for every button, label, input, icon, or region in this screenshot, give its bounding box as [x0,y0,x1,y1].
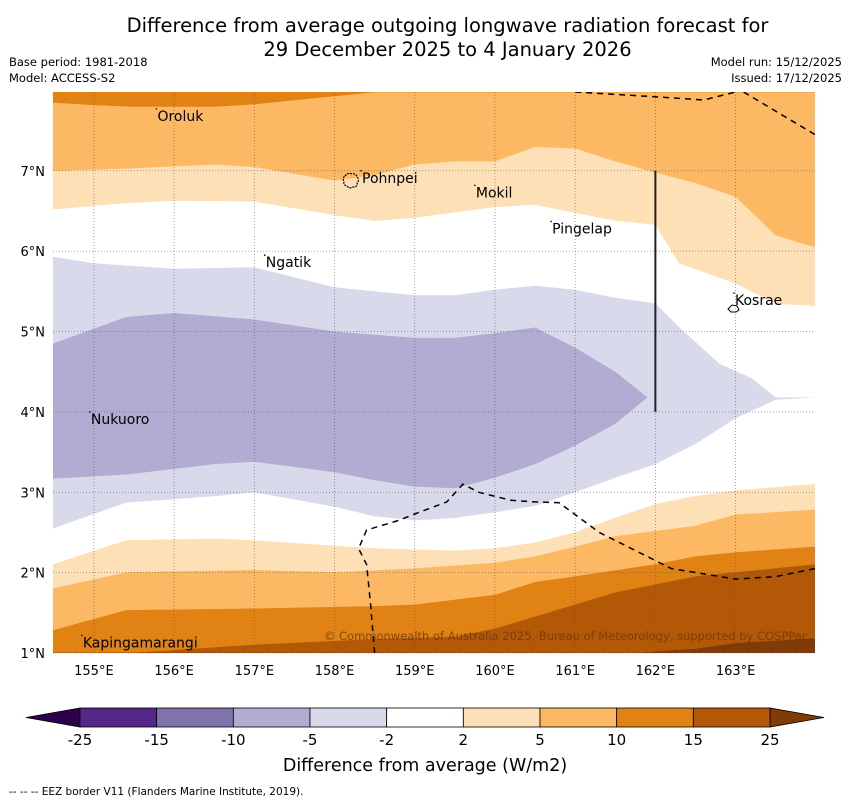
contour-band-above-to-25 [53,638,815,653]
place-label-mokil: Mokil [476,185,513,201]
colorbar-label: Difference from average (W/m2) [282,756,568,776]
y-tick-label: 2°N [21,567,46,582]
gridlines [53,92,815,654]
colorbar-segment [616,707,694,728]
place-label-ngatik: Ngatik [266,255,312,271]
y-tick-label: 6°N [21,245,46,260]
colorbar-segment [539,707,618,728]
eez-border-line [575,92,736,101]
issued-date: Issued: 17/12/2025 [731,71,842,85]
x-tick-label: 161°E [555,664,595,679]
kosrae-island-icon [727,304,740,313]
place-label-kosrae: Kosrae [735,293,782,309]
copyright-text: © Commonwealth of Australia 2025, Bureau… [324,629,808,643]
place-marker [263,254,266,257]
border-lines [357,92,815,653]
place-marker [474,184,476,187]
contour-band--10-to--5 [53,313,648,489]
place-label-pingelap: Pingelap [552,221,612,237]
contour-band-15-to-25 [53,564,815,653]
y-tick-label: 7°N [21,165,46,180]
place-marker [89,411,91,413]
model-run: Model run: 15/12/2025 [710,55,842,69]
colorbar-segment [232,707,311,728]
x-tick-label: 160°E [475,664,515,679]
title-line-1: Difference from average outgoing longwav… [126,14,769,37]
contour-band-5-to-10 [53,92,815,248]
colorbar [25,707,825,728]
x-tick-label: 157°E [235,664,275,679]
colorbar-tick-label: 25 [760,731,780,749]
y-tick-label: 1°N [21,647,46,662]
x-tick-label: 155°E [74,664,114,679]
colorbar-segment [309,707,388,728]
place-marker [81,634,83,637]
colorbar-tick-label: -15 [144,731,169,749]
place-label-nukuoro: Nukuoro [91,412,149,428]
contour-bands [53,92,815,653]
chart-title: Difference from average outgoing longwav… [0,14,850,62]
y-tick-label: 5°N [21,326,46,341]
place-labels: Oroluk Pohnpei Mokil Pingelap Ngatik Kosrae Nu… [81,108,782,651]
title-line-2: 29 December 2025 to 4 January 2026 [263,38,632,61]
place-marker [155,108,158,110]
axis-ticks: 155°E 156°E 157°E 158°E 159°E 160°E 161°E 162°E… [21,165,756,679]
place-marker [550,220,552,223]
x-tick-label: 156°E [154,664,194,679]
footnote-eez: -- -- -- EEZ border V11 (Flanders Marine… [9,786,304,798]
colorbar-segment [462,707,541,728]
colorbar-tick-label: 10 [607,731,627,749]
base-period: Base period: 1981-2018 [9,55,148,69]
colorbar-segment [79,707,158,728]
place-marker [360,170,362,172]
y-tick-label: 3°N [21,486,46,501]
colorbar-segment [156,707,234,728]
colorbar-tick-label: 5 [535,731,545,749]
colorbar-tick-label: -25 [67,731,93,749]
colorbar-tick-label: 15 [683,731,703,749]
eez-border-line [357,483,815,653]
map-chart: Oroluk Pohnpei Mokil Pingelap Ngatik Kosrae Nu… [21,92,815,679]
x-tick-label: 162°E [636,664,676,679]
x-tick-label: 159°E [395,664,435,679]
eez-border-line [743,92,815,136]
colorbar-tick-label: -5 [302,731,318,749]
colorbar-extend-max [769,707,825,728]
place-marker [733,292,735,294]
island-outlines [342,172,740,313]
colorbar-tick-label: -2 [379,731,395,749]
contour-band-10-to-15 [53,92,815,107]
colorbar-extend-min [25,707,81,728]
meta-left: Base period: 1981-2018 Model: ACCESS-S2 [9,54,148,86]
colorbar-segment [386,707,464,728]
model-name: Model: ACCESS-S2 [9,71,116,85]
place-label-pohnpei: Pohnpei [362,171,418,187]
place-label-kapingamarangi: Kapingamarangi [83,635,198,651]
colorbar-tick-label: 2 [458,731,469,749]
colorbar-tick-label: -10 [221,731,246,749]
place-label-oroluk: Oroluk [157,109,204,125]
pohnpei-island-icon [342,172,360,189]
x-tick-label: 163°E [716,664,756,679]
y-tick-label: 4°N [21,406,46,421]
colorbar-segment [692,707,771,728]
x-tick-label: 158°E [315,664,355,679]
meta-right: Model run: 15/12/2025 Issued: 17/12/2025 [711,54,842,86]
